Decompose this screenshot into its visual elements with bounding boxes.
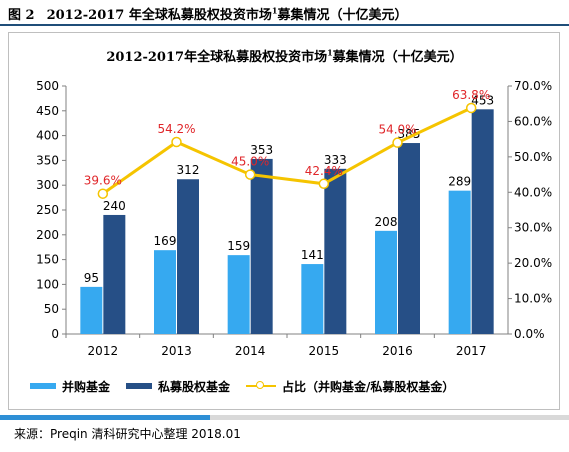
figure-caption-text: 2012-2017 年全球私募股权投资市场 (46, 8, 272, 23)
x-tick-label: 2015 (309, 344, 340, 358)
bar-value-label: 289 (448, 175, 471, 189)
bar (324, 168, 347, 334)
x-tick-label: 2012 (88, 344, 119, 358)
bar-value-label: 385 (398, 127, 421, 141)
bar (471, 109, 494, 334)
bar-value-label: 208 (375, 215, 398, 229)
legend-item-buyout: 并购基金 (30, 378, 110, 395)
ratio-point (244, 169, 256, 180)
y-left-tick-label: 150 (36, 253, 59, 267)
bar-value-label: 240 (103, 199, 126, 213)
x-tick-label: 2013 (161, 344, 192, 358)
legend-label-pe: 私募股权基金 (158, 379, 231, 394)
legend-swatch-ratio (246, 381, 277, 391)
ratio-value-label: 54.2% (157, 122, 195, 136)
x-tick-label: 2016 (382, 344, 413, 358)
bar-value-label: 159 (227, 239, 250, 253)
y-right-tick-label: 30.0% (514, 221, 552, 235)
bar (398, 143, 420, 334)
chart-title-text: 2012-2017年全球私募股权投资市场 (106, 50, 328, 65)
x-tick-label: 2014 (235, 344, 266, 358)
ratio-point (171, 136, 182, 148)
figure-caption-sup: 1 (271, 5, 278, 16)
ratio-line (101, 106, 472, 195)
y-right-tick-label: 60.0% (514, 114, 552, 128)
y-right-tick-label: 40.0% (514, 185, 552, 199)
y-left-tick-label: 400 (36, 129, 59, 143)
ratio-point (318, 178, 330, 190)
y-left-tick-label: 50 (44, 302, 59, 316)
bar-value-label: 95 (84, 271, 99, 285)
bar (448, 190, 471, 334)
chart-title: 2012-2017年全球私募股权投资市场1募集情况（十亿美元） (0, 46, 569, 65)
bottom-progress-bar (0, 415, 569, 420)
y-right-tick-label: 10.0% (514, 292, 552, 306)
bar (375, 230, 397, 334)
y-left-tick-label: 300 (36, 178, 59, 192)
bar-value-label: 353 (250, 143, 273, 157)
y-left-tick-label: 200 (36, 228, 59, 242)
ratio-value-label: 39.6% (84, 174, 122, 188)
ratio-value-label: 63.8% (452, 88, 490, 102)
ratio-value-label: 42.4% (305, 164, 343, 178)
bar (227, 255, 250, 334)
bar (250, 158, 273, 334)
bar (103, 214, 126, 334)
legend-swatch-buyout (30, 383, 56, 389)
y-right-tick-label: 70.0% (514, 79, 552, 93)
bar-value-label: 312 (177, 163, 200, 177)
legend-label-buyout: 并购基金 (62, 379, 111, 394)
chart-title-tail: 募集情况（十亿美元） (332, 50, 463, 65)
legend: 并购基金 私募股权基金 占比（并购基金/私募股权基金） (30, 378, 470, 394)
y-left-tick-label: 0 (51, 327, 59, 341)
y-left-tick-label: 250 (36, 203, 59, 217)
bar (301, 264, 324, 334)
ratio-value-label: 45.0% (231, 155, 269, 169)
ratio-value-label: 54.0% (378, 123, 416, 137)
y-left-tick-label: 500 (36, 79, 59, 93)
bar (177, 179, 199, 334)
legend-item-pe: 私募股权基金 (126, 378, 230, 395)
y-right-tick-label: 0.0% (514, 327, 545, 341)
bar-value-label: 453 (471, 93, 494, 107)
figure-caption-tail: 募集情况（十亿美元） (277, 8, 408, 23)
chart-frame (8, 32, 560, 410)
chart-title-sup: 1 (327, 47, 333, 58)
bar-value-label: 169 (154, 234, 177, 248)
legend-label-ratio: 占比（并购基金/私募股权基金） (282, 379, 455, 394)
bar (154, 250, 176, 334)
bar-value-label: 333 (324, 153, 347, 167)
y-left-tick-label: 100 (36, 277, 59, 291)
legend-item-ratio: 占比（并购基金/私募股权基金） (246, 378, 454, 395)
y-left-tick-label: 350 (36, 153, 59, 167)
bottom-progress-fill (0, 415, 210, 420)
ratio-point (392, 137, 403, 148)
ratio-point (97, 188, 109, 199)
figure-number: 图 2 (8, 8, 35, 23)
bar-value-label: 141 (301, 248, 324, 262)
top-rule (0, 24, 569, 26)
figure-caption: 图 2 2012-2017 年全球私募股权投资市场1募集情况（十亿美元） (8, 4, 407, 23)
ratio-point (465, 102, 477, 114)
legend-swatch-pe (126, 383, 153, 389)
x-tick-label: 2017 (456, 344, 487, 358)
bar (80, 286, 103, 334)
y-right-tick-label: 50.0% (514, 150, 552, 164)
source-note: 来源：Preqin 清科研究中心整理 2018.01 (14, 427, 241, 441)
y-left-tick-label: 450 (36, 104, 59, 118)
y-right-tick-label: 20.0% (514, 256, 552, 270)
